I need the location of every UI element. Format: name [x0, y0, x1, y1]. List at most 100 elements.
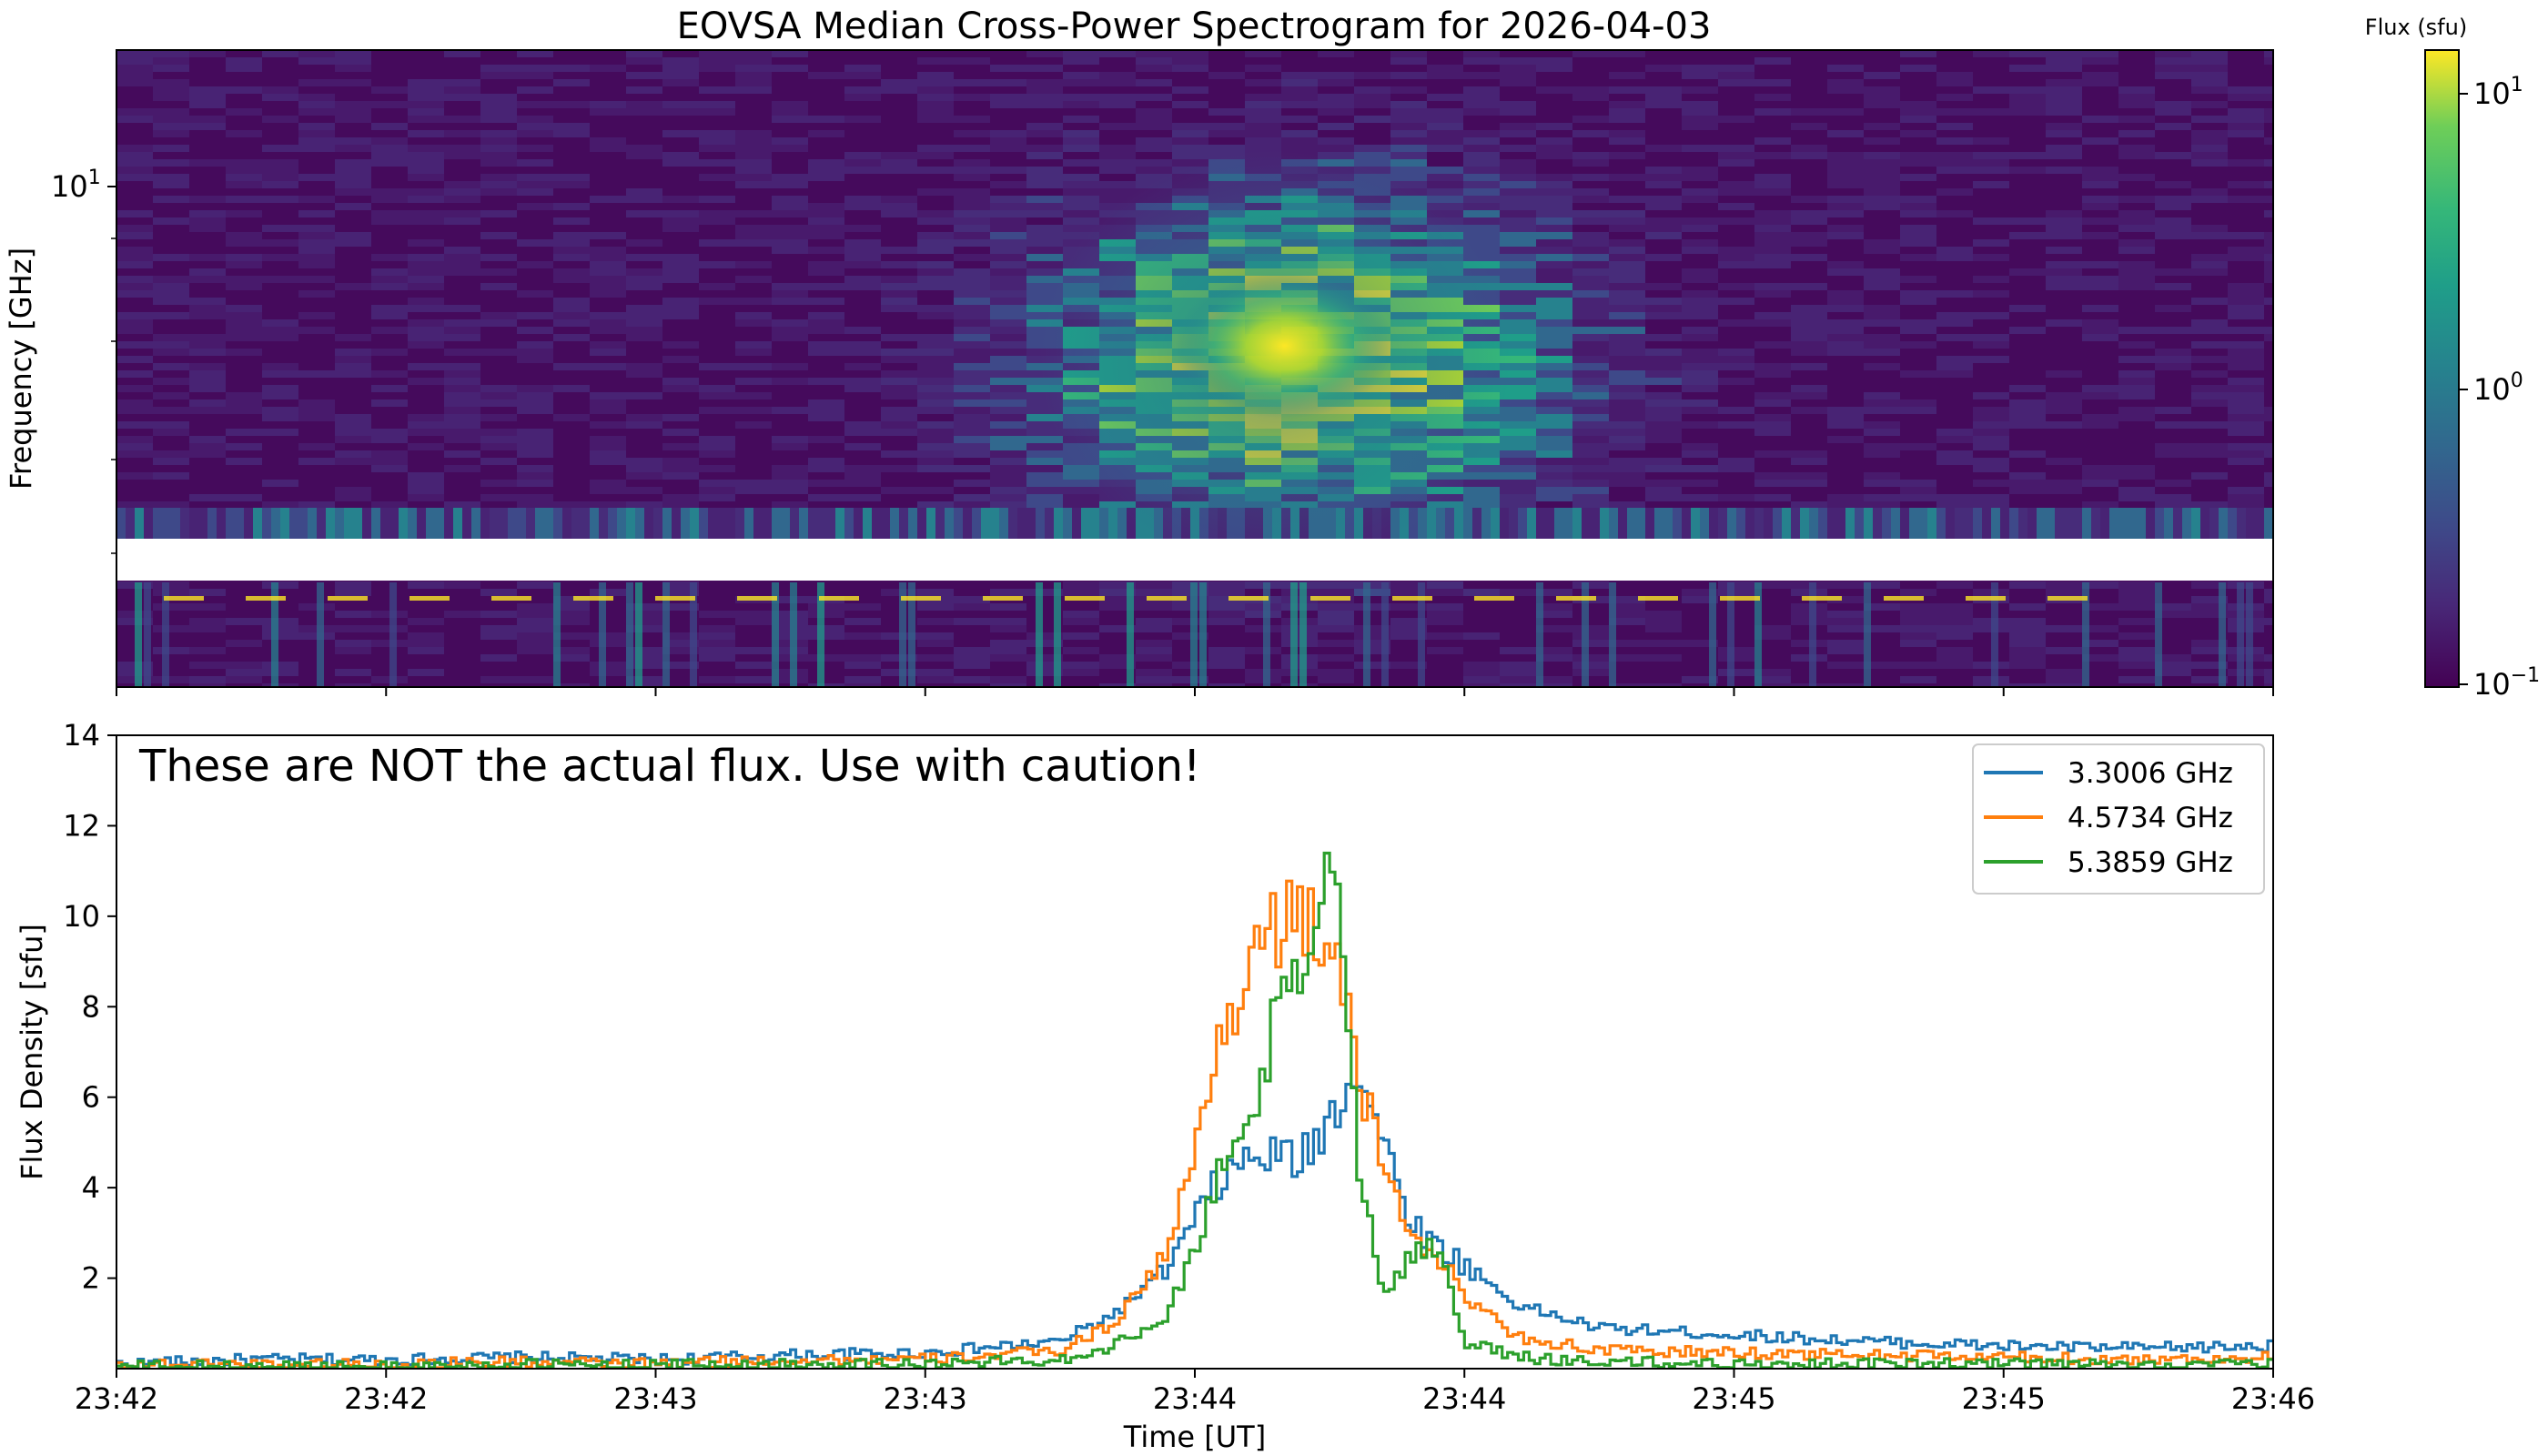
spec-cell	[1390, 167, 1427, 174]
spec-cell	[1136, 589, 1172, 596]
spec-cell	[1500, 378, 1536, 385]
spec-cell	[1973, 181, 2009, 188]
spec-cell	[335, 611, 371, 618]
spec-cell	[1900, 494, 1936, 501]
spec-cell	[1682, 86, 1718, 94]
spec-cell	[1572, 217, 1609, 225]
spec-cell	[1682, 116, 1718, 123]
spec-cell	[553, 654, 590, 662]
spec-cell	[189, 625, 226, 632]
spec-cell	[116, 79, 153, 86]
spec-streak	[1709, 582, 1716, 687]
spec-cell	[1463, 159, 1500, 167]
spec-cell	[1682, 378, 1718, 385]
spec-cell	[1900, 174, 1936, 181]
spec-cell	[1973, 159, 2009, 167]
spec-cell	[444, 385, 480, 392]
spec-band-cell	[617, 508, 626, 539]
spec-cell	[1536, 247, 1572, 254]
spec-cell	[1827, 625, 1864, 632]
spec-cell	[1682, 188, 1718, 196]
spec-cell	[772, 334, 808, 341]
spec-cell	[480, 443, 517, 450]
spec-band-cell	[1545, 508, 1554, 539]
spec-cell	[626, 625, 662, 632]
spec-cell	[844, 86, 881, 94]
spec-cell	[1936, 123, 1973, 130]
spec-cell	[1827, 298, 1864, 305]
spec-band-cell	[544, 508, 553, 539]
spec-cell	[772, 363, 808, 370]
spec-band-cell	[872, 508, 881, 539]
spec-cell	[298, 276, 335, 283]
spec-cell	[2155, 662, 2191, 669]
spec-cell	[699, 196, 735, 203]
spec-cell	[1973, 152, 2009, 159]
spec-cell	[1682, 465, 1718, 472]
spec-cell	[954, 57, 990, 65]
spec-cell	[1791, 152, 1827, 159]
spec-band-cell	[1054, 508, 1063, 539]
spec-cell	[2009, 662, 2046, 669]
spec-cell	[1536, 385, 1572, 392]
spec-cell	[2009, 472, 2046, 480]
spec-cell	[844, 472, 881, 480]
spec-cell	[1572, 480, 1609, 487]
spec-cell	[954, 596, 990, 603]
spec-cell	[2191, 341, 2228, 349]
spec-cell	[116, 152, 153, 159]
spec-streak	[1754, 582, 1762, 687]
spec-cell	[626, 421, 662, 429]
spec-cell	[1900, 196, 1936, 203]
spec-cell	[1500, 319, 1536, 327]
spec-cell	[954, 480, 990, 487]
spec-cell	[1754, 480, 1791, 487]
spec-cell	[772, 480, 808, 487]
spec-cell	[189, 298, 226, 305]
spec-cell	[1718, 494, 1754, 501]
spec-cell	[226, 399, 262, 407]
spec-cell	[517, 181, 553, 188]
spec-cell	[1609, 261, 1645, 268]
spec-cell	[2191, 152, 2228, 159]
spec-cell	[1026, 494, 1063, 501]
spec-cell	[1864, 239, 1900, 247]
spec-band-cell	[371, 508, 380, 539]
spec-dash	[819, 596, 859, 601]
spec-cell	[808, 72, 844, 79]
spec-cell	[954, 268, 990, 276]
spec-cell	[189, 116, 226, 123]
spec-cell	[1900, 210, 1936, 217]
spec-cell	[2191, 196, 2228, 203]
spec-cell	[189, 210, 226, 217]
spec-cell	[408, 152, 444, 159]
spec-cell	[1936, 94, 1973, 101]
spec-cell	[626, 370, 662, 378]
spec-cell	[553, 181, 590, 188]
spec-cell	[298, 94, 335, 101]
spec-cell	[408, 443, 444, 450]
spec-cell	[954, 145, 990, 152]
spec-cell	[116, 421, 153, 429]
spec-cell	[1827, 640, 1864, 647]
spec-cell	[1572, 640, 1609, 647]
spec-cell	[1099, 625, 1136, 632]
spec-cell	[1536, 349, 1572, 356]
spec-cell	[1973, 86, 2009, 94]
spec-cell	[2118, 276, 2155, 283]
spec-cell	[335, 349, 371, 356]
spec-cell	[1136, 174, 1172, 181]
spec-cell	[1172, 123, 1208, 130]
spec-cell	[226, 392, 262, 399]
spec-cell	[408, 640, 444, 647]
spec-cell	[2046, 683, 2082, 687]
spec-cell	[189, 436, 226, 443]
spec-cell	[1900, 65, 1936, 72]
spec-cell	[917, 276, 954, 283]
spec-cell	[735, 298, 772, 305]
spec-cell	[2046, 79, 2082, 86]
spec-cell	[1536, 283, 1572, 290]
spec-cell	[954, 429, 990, 436]
spec-cell	[1973, 50, 2009, 57]
spec-cell	[954, 225, 990, 232]
